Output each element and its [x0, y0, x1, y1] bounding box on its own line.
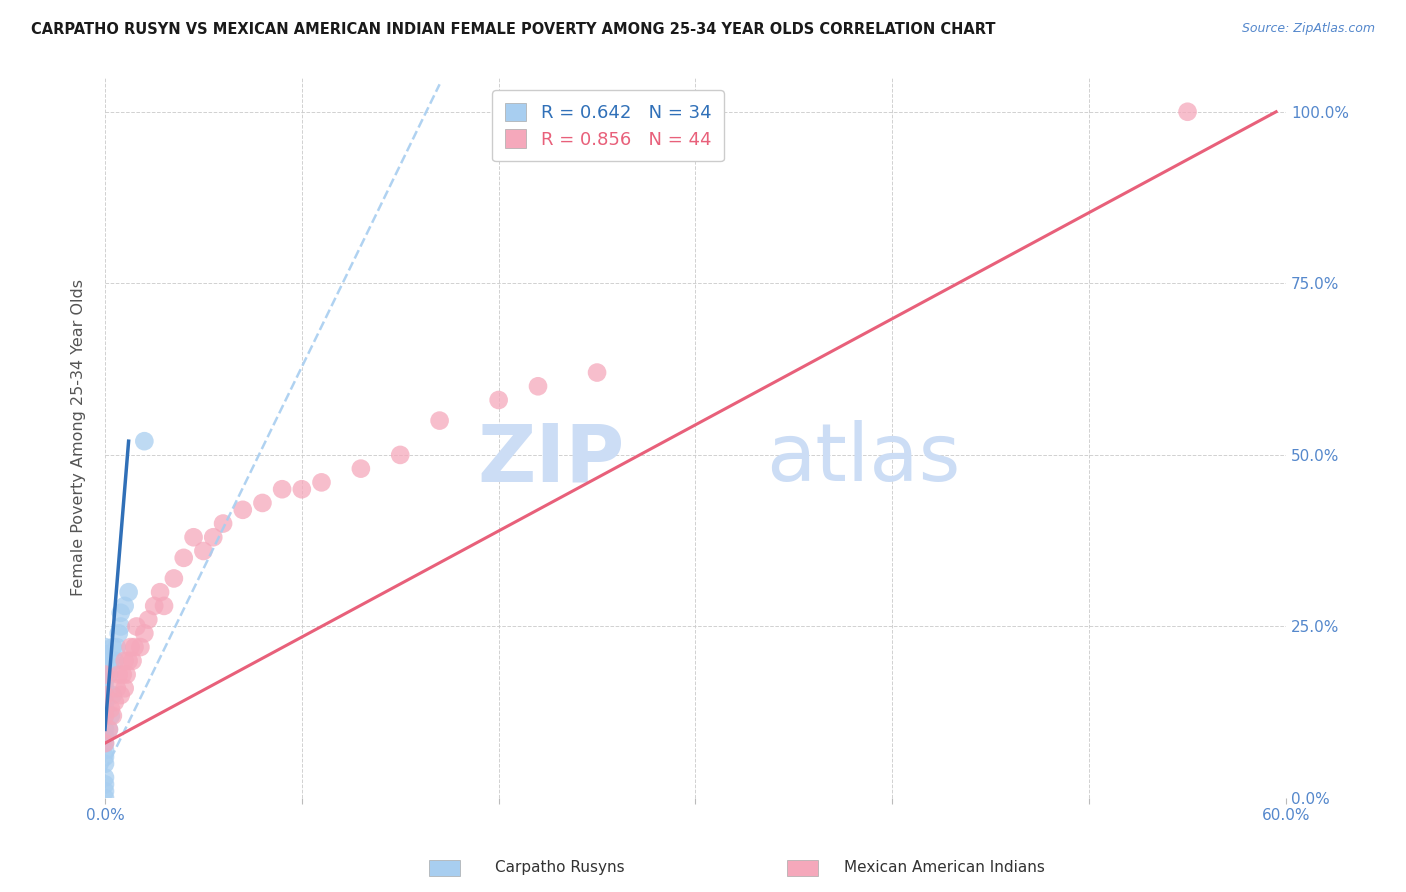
- Point: [94, 702, 117, 716]
- Point: [94, 723, 117, 737]
- Point: [94, 667, 117, 681]
- Point: [94, 688, 117, 702]
- Point: [136, 613, 159, 627]
- Y-axis label: Female Poverty Among 25-34 Year Olds: Female Poverty Among 25-34 Year Olds: [72, 279, 86, 596]
- Point: [94, 708, 117, 723]
- Point: [105, 681, 128, 696]
- Point: [94, 688, 117, 702]
- Point: [101, 708, 124, 723]
- Point: [94, 647, 117, 661]
- Point: [291, 482, 314, 496]
- Point: [252, 496, 274, 510]
- Point: [271, 482, 294, 496]
- Point: [97, 667, 120, 681]
- Point: [121, 654, 143, 668]
- Point: [115, 667, 138, 681]
- Text: Carpatho Rusyns: Carpatho Rusyns: [495, 861, 624, 875]
- Point: [488, 392, 510, 407]
- Point: [120, 640, 142, 654]
- Point: [114, 654, 136, 668]
- Point: [114, 599, 136, 613]
- Point: [149, 585, 172, 599]
- Point: [183, 530, 205, 544]
- Point: [117, 585, 139, 599]
- Point: [311, 475, 333, 490]
- Point: [212, 516, 235, 531]
- Point: [94, 736, 117, 750]
- Point: [111, 667, 134, 681]
- Point: [100, 654, 122, 668]
- Point: [107, 667, 129, 681]
- Point: [350, 461, 373, 475]
- Point: [232, 503, 254, 517]
- Text: Source: ZipAtlas.com: Source: ZipAtlas.com: [1241, 22, 1375, 36]
- Point: [173, 550, 195, 565]
- Point: [110, 619, 132, 633]
- Text: CARPATHO RUSYN VS MEXICAN AMERICAN INDIAN FEMALE POVERTY AMONG 25-34 YEAR OLDS C: CARPATHO RUSYN VS MEXICAN AMERICAN INDIA…: [31, 22, 995, 37]
- Point: [94, 674, 117, 689]
- Point: [134, 434, 156, 449]
- Point: [94, 640, 117, 654]
- Point: [153, 599, 176, 613]
- Point: [94, 681, 117, 696]
- Point: [117, 654, 139, 668]
- Point: [202, 530, 225, 544]
- Point: [429, 414, 451, 428]
- Point: [94, 750, 117, 764]
- Point: [100, 702, 122, 716]
- Point: [94, 771, 117, 785]
- Point: [114, 681, 136, 696]
- Point: [97, 723, 120, 737]
- Text: Mexican American Indians: Mexican American Indians: [844, 861, 1045, 875]
- Point: [94, 791, 117, 805]
- Point: [124, 640, 146, 654]
- Text: atlas: atlas: [766, 420, 960, 499]
- Point: [101, 640, 124, 654]
- Point: [97, 723, 120, 737]
- Point: [94, 729, 117, 743]
- Point: [129, 640, 152, 654]
- Point: [94, 756, 117, 771]
- Point: [104, 654, 127, 668]
- Point: [527, 379, 550, 393]
- Point: [110, 688, 132, 702]
- Point: [104, 695, 127, 709]
- Point: [94, 654, 117, 668]
- Point: [101, 688, 124, 702]
- Point: [94, 708, 117, 723]
- Point: [134, 626, 156, 640]
- Point: [94, 667, 117, 681]
- Point: [1177, 104, 1199, 119]
- Point: [389, 448, 412, 462]
- Point: [94, 777, 117, 791]
- Point: [100, 708, 122, 723]
- Point: [94, 784, 117, 798]
- Point: [105, 640, 128, 654]
- Point: [143, 599, 166, 613]
- Point: [94, 736, 117, 750]
- Legend: R = 0.642   N = 34, R = 0.856   N = 44: R = 0.642 N = 34, R = 0.856 N = 44: [492, 90, 724, 161]
- Text: ZIP: ZIP: [478, 420, 624, 499]
- Point: [94, 743, 117, 757]
- Point: [125, 619, 148, 633]
- Point: [163, 571, 186, 585]
- Point: [107, 626, 129, 640]
- Point: [94, 695, 117, 709]
- Point: [110, 606, 132, 620]
- Point: [193, 544, 215, 558]
- Point: [586, 366, 609, 380]
